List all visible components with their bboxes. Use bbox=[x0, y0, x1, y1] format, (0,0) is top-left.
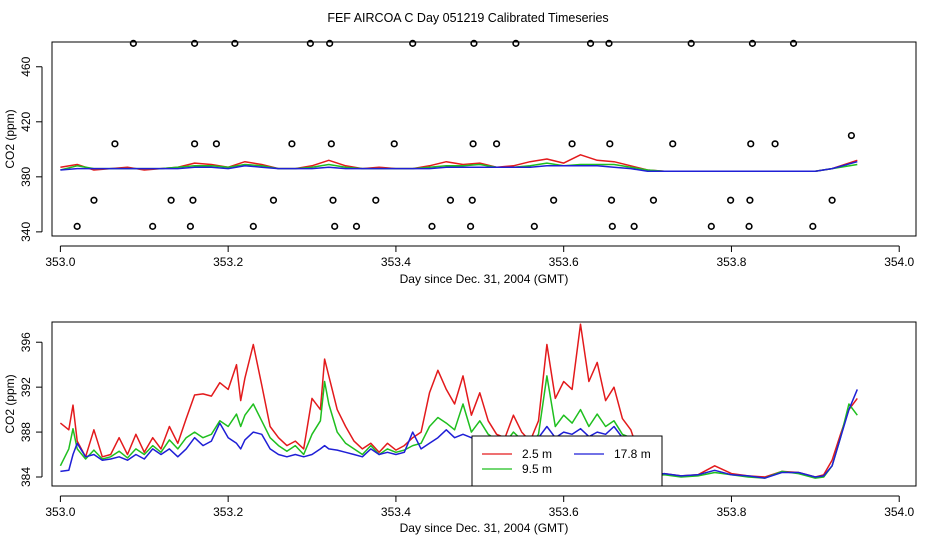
outlier-point bbox=[191, 39, 199, 47]
legend-label: 17.8 m bbox=[614, 447, 651, 461]
y-tick-label: 380 bbox=[19, 167, 33, 187]
outlier-point bbox=[352, 222, 361, 230]
panel-bottom bbox=[36, 321, 917, 502]
outlier-point bbox=[606, 140, 614, 148]
outlier-point bbox=[748, 39, 757, 47]
outlier-point bbox=[727, 196, 735, 204]
outlier-point bbox=[707, 222, 715, 230]
y-axis-label: CO2 (ppm) bbox=[3, 374, 17, 433]
x-axis-label: Day since Dec. 31, 2004 (GMT) bbox=[400, 272, 569, 286]
outlier-point bbox=[608, 222, 616, 230]
outlier-point bbox=[149, 222, 157, 230]
outlier-point bbox=[649, 196, 658, 204]
outlier-point bbox=[428, 222, 436, 230]
outlier-point bbox=[512, 39, 520, 47]
x-tick-label: 353.8 bbox=[716, 255, 746, 269]
series-line-blue bbox=[60, 160, 858, 173]
y-tick-label: 340 bbox=[19, 222, 33, 242]
outlier-point bbox=[331, 222, 339, 230]
outlier-point bbox=[73, 222, 81, 230]
outlier-point bbox=[269, 196, 278, 204]
x-tick-label: 353.2 bbox=[213, 505, 243, 519]
y-tick-label: 384 bbox=[19, 467, 33, 487]
y-tick-label: 396 bbox=[19, 332, 33, 352]
plot-frame-top bbox=[51, 41, 917, 237]
x-axis-label: Day since Dec. 31, 2004 (GMT) bbox=[400, 521, 569, 535]
outlier-point bbox=[111, 140, 119, 148]
outlier-point bbox=[288, 140, 296, 148]
x-tick-label: 353.4 bbox=[381, 505, 411, 519]
outlier-point bbox=[586, 39, 595, 47]
x-tick-label: 353.0 bbox=[45, 505, 75, 519]
panel-top bbox=[36, 39, 917, 252]
x-tick-label: 353.6 bbox=[549, 505, 579, 519]
chart-title: FEF AIRCOA C Day 051219 Calibrated Times… bbox=[327, 11, 608, 25]
outlier-point bbox=[372, 196, 380, 204]
series-line-blue bbox=[60, 389, 858, 479]
outlier-point bbox=[607, 196, 616, 204]
outlier-point bbox=[390, 140, 398, 148]
outlier-point bbox=[189, 196, 197, 204]
outlier-point bbox=[747, 140, 755, 148]
outlier-point bbox=[771, 140, 779, 148]
legend-box bbox=[471, 435, 663, 487]
outlier-point bbox=[492, 140, 501, 148]
outlier-point bbox=[167, 196, 175, 204]
y-tick-label: 388 bbox=[19, 422, 33, 442]
y-tick-label: 420 bbox=[19, 111, 33, 131]
outlier-point bbox=[470, 39, 478, 47]
outlier-point bbox=[446, 196, 455, 204]
outlier-point bbox=[687, 39, 695, 47]
outlier-point bbox=[789, 39, 798, 47]
x-tick-label: 353.4 bbox=[381, 255, 411, 269]
outlier-point bbox=[249, 222, 257, 230]
outlier-point bbox=[745, 222, 753, 230]
x-tick-label: 353.0 bbox=[45, 255, 75, 269]
outlier-point bbox=[469, 140, 477, 148]
outlier-point bbox=[306, 39, 314, 47]
outlier-point bbox=[530, 222, 538, 230]
outlier-point bbox=[90, 196, 98, 204]
outlier-point bbox=[669, 140, 677, 148]
outlier-point bbox=[630, 222, 638, 230]
outlier-point bbox=[409, 39, 417, 47]
outlier-point bbox=[231, 39, 239, 47]
outlier-point bbox=[828, 196, 836, 204]
outlier-point bbox=[191, 140, 199, 148]
outlier-point bbox=[847, 131, 856, 140]
outlier-point bbox=[550, 196, 558, 204]
outlier-point bbox=[212, 140, 221, 148]
outlier-point bbox=[468, 196, 476, 204]
outlier-point bbox=[605, 39, 613, 47]
outlier-point bbox=[129, 39, 137, 47]
legend-label: 2.5 m bbox=[522, 447, 552, 461]
outlier-point bbox=[746, 196, 754, 204]
x-tick-label: 354.0 bbox=[884, 505, 914, 519]
outlier-point bbox=[568, 140, 576, 148]
x-tick-label: 353.6 bbox=[549, 255, 579, 269]
outlier-point bbox=[186, 222, 195, 230]
outlier-point bbox=[809, 222, 817, 230]
x-tick-label: 354.0 bbox=[884, 255, 914, 269]
y-tick-label: 460 bbox=[19, 56, 33, 76]
outlier-point bbox=[329, 196, 337, 204]
outlier-point bbox=[327, 140, 335, 148]
y-tick-label: 392 bbox=[19, 377, 33, 397]
outlier-point bbox=[326, 39, 334, 47]
x-tick-label: 353.2 bbox=[213, 255, 243, 269]
x-tick-label: 353.8 bbox=[716, 505, 746, 519]
legend-label: 9.5 m bbox=[522, 462, 552, 476]
outlier-point bbox=[466, 222, 475, 230]
y-axis-label: CO2 (ppm) bbox=[3, 109, 17, 168]
